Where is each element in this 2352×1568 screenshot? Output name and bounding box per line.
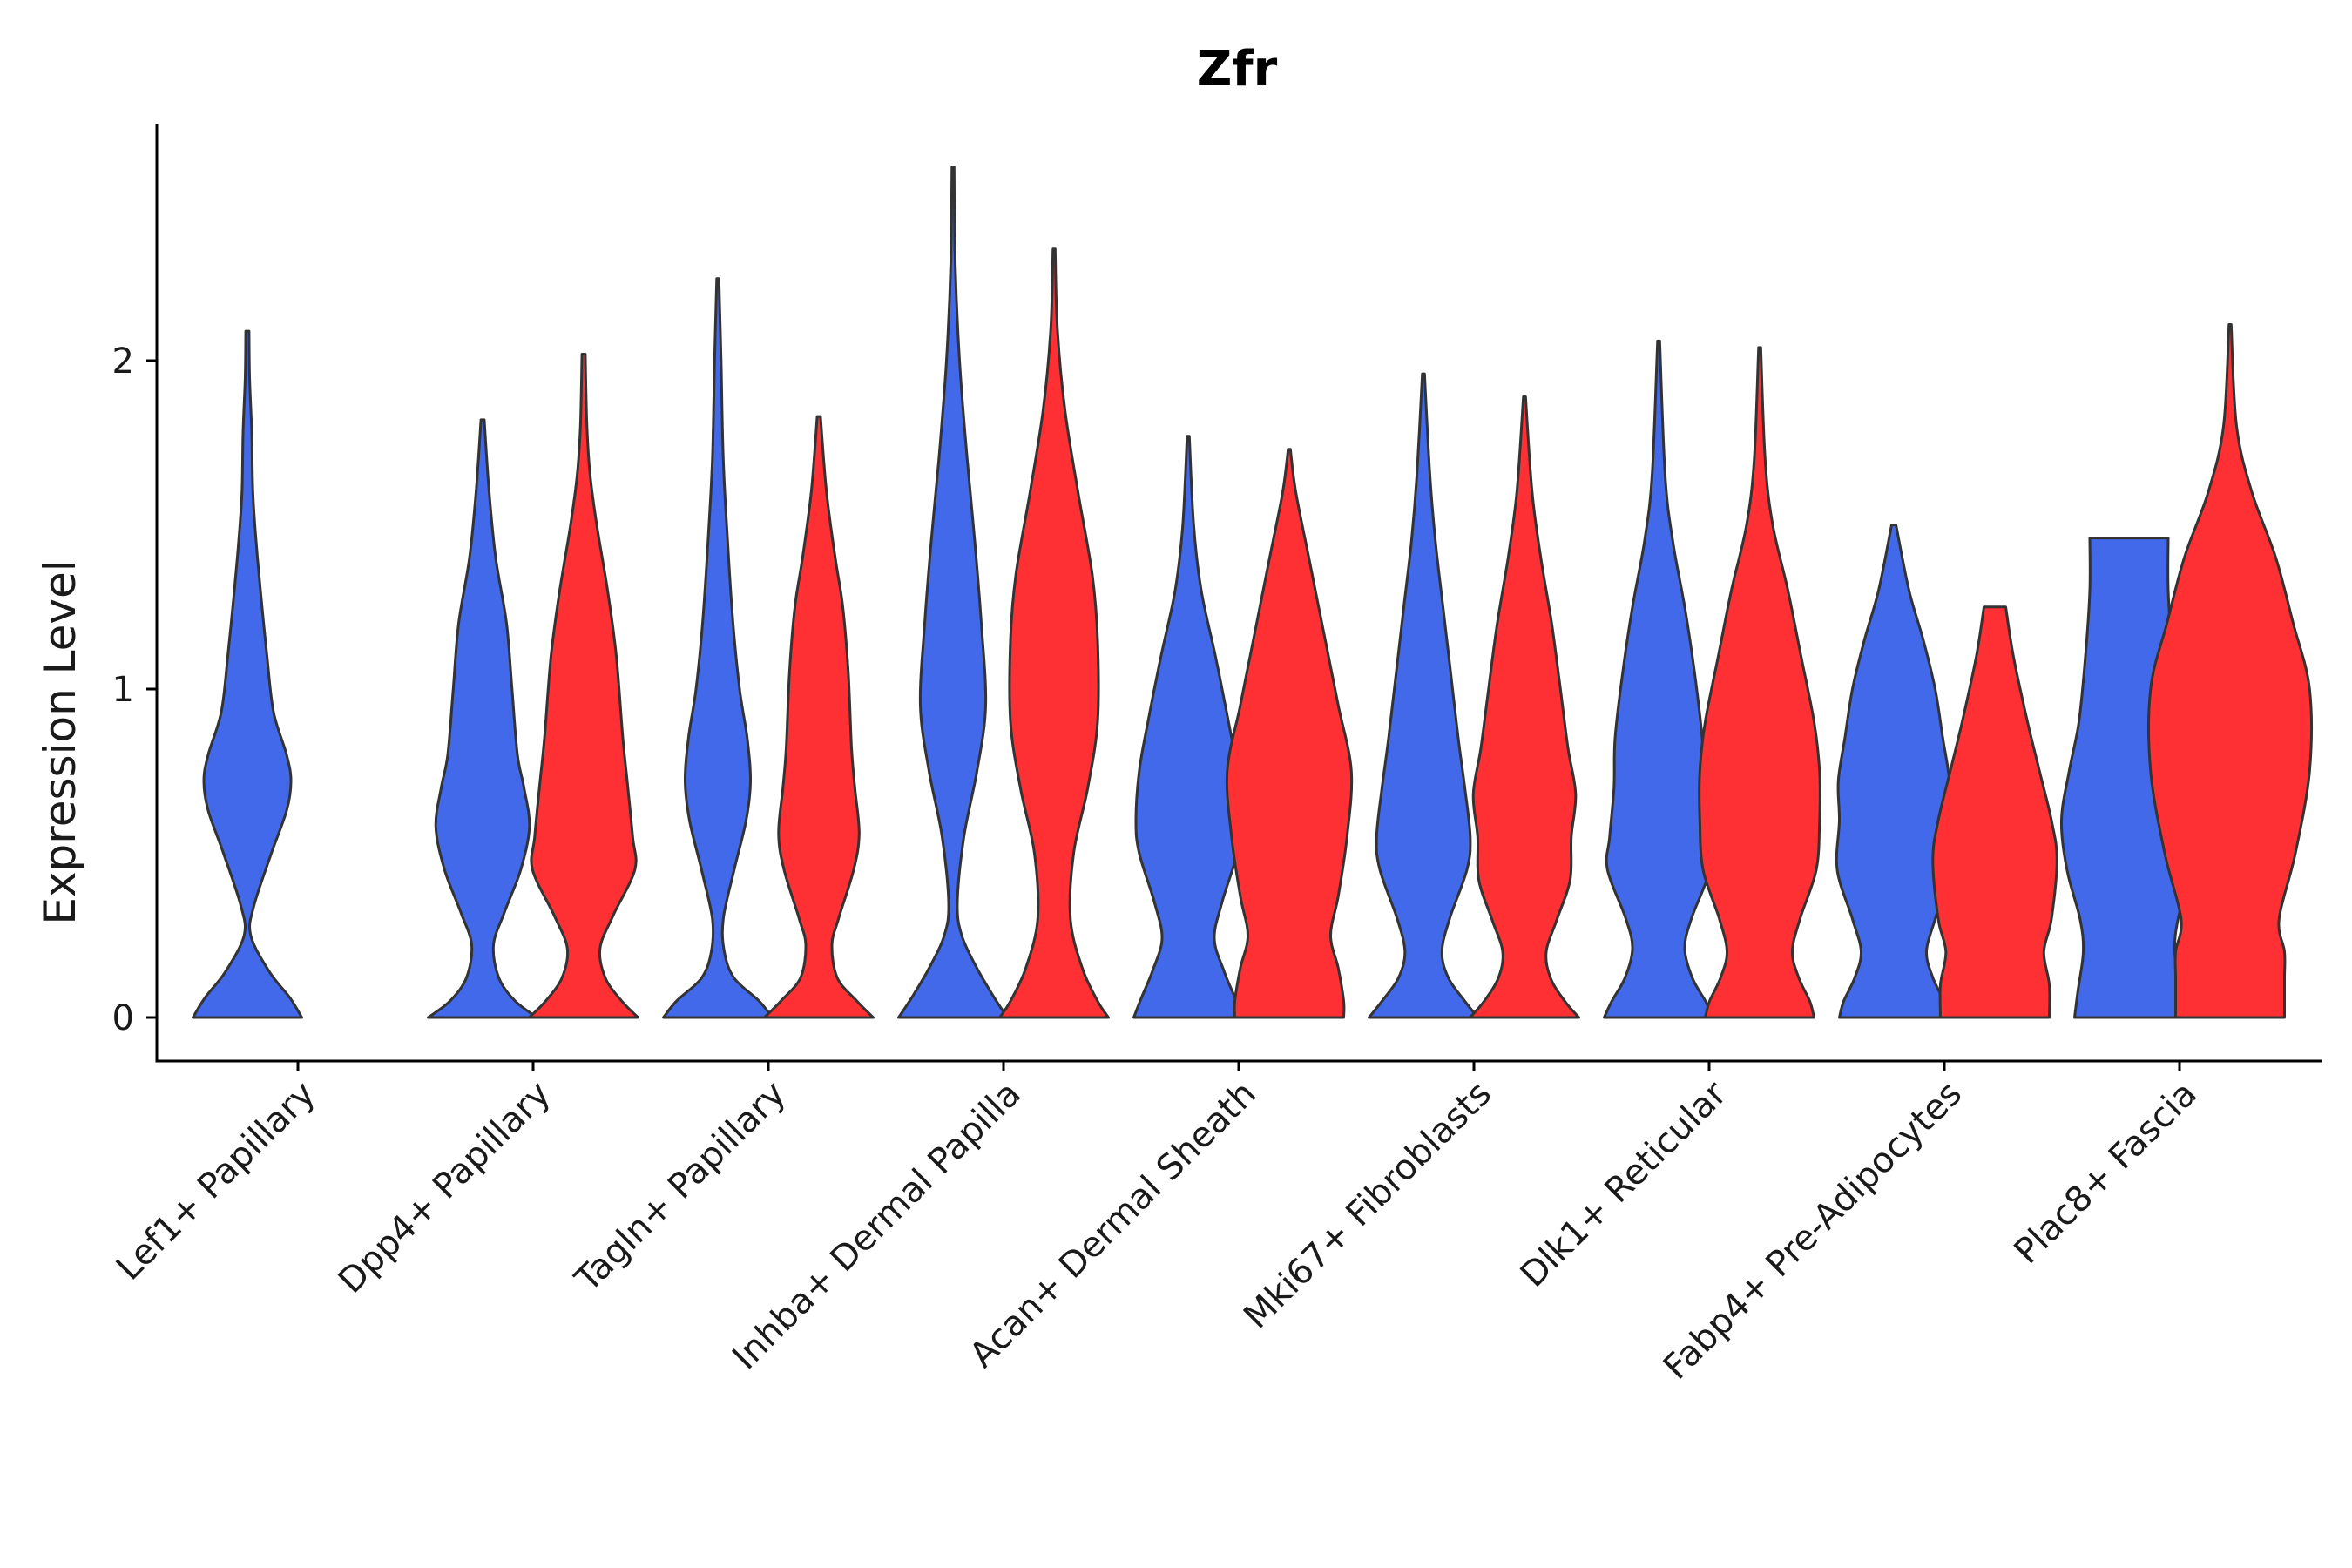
violin-acan-dermal-sheath-group-2 bbox=[1225, 448, 1354, 1019]
violin-dpp4-papillary-group-1 bbox=[427, 418, 538, 1019]
violins-group bbox=[192, 166, 2313, 1019]
violin-dlk1-reticular-group-2 bbox=[1698, 346, 1821, 1019]
y-tick-label: 1 bbox=[112, 670, 134, 710]
y-axis-label: Expression Level bbox=[35, 559, 85, 924]
violin-dpp4-papillary-group-2 bbox=[528, 353, 639, 1019]
violin-fabp4-pre-adipocytes-group-1 bbox=[1835, 524, 1953, 1019]
violin-inhba-dermal-papilla-group-2 bbox=[998, 247, 1110, 1019]
violin-fabp4-pre-adipocytes-group-2 bbox=[1931, 605, 2058, 1019]
y-tick-label: 2 bbox=[112, 341, 134, 382]
violin-plac8-fascia-group-2 bbox=[2147, 323, 2313, 1019]
y-ticks-group: 0 1 2 bbox=[112, 341, 157, 1038]
chart-title: Zfr bbox=[1197, 41, 1278, 98]
violin-acan-dermal-sheath-group-1 bbox=[1132, 435, 1244, 1019]
violin-tagln-papillary-group-2 bbox=[763, 415, 875, 1019]
y-tick-label: 0 bbox=[112, 998, 134, 1038]
violin-mki67-fibroblasts-group-2 bbox=[1469, 395, 1580, 1019]
violin-mki67-fibroblasts-group-1 bbox=[1368, 372, 1479, 1019]
violin-inhba-dermal-papilla-group-1 bbox=[897, 166, 1009, 1019]
violin-lef1-papillary-group-1 bbox=[192, 329, 303, 1019]
violin-tagln-papillary-group-1 bbox=[662, 277, 774, 1019]
